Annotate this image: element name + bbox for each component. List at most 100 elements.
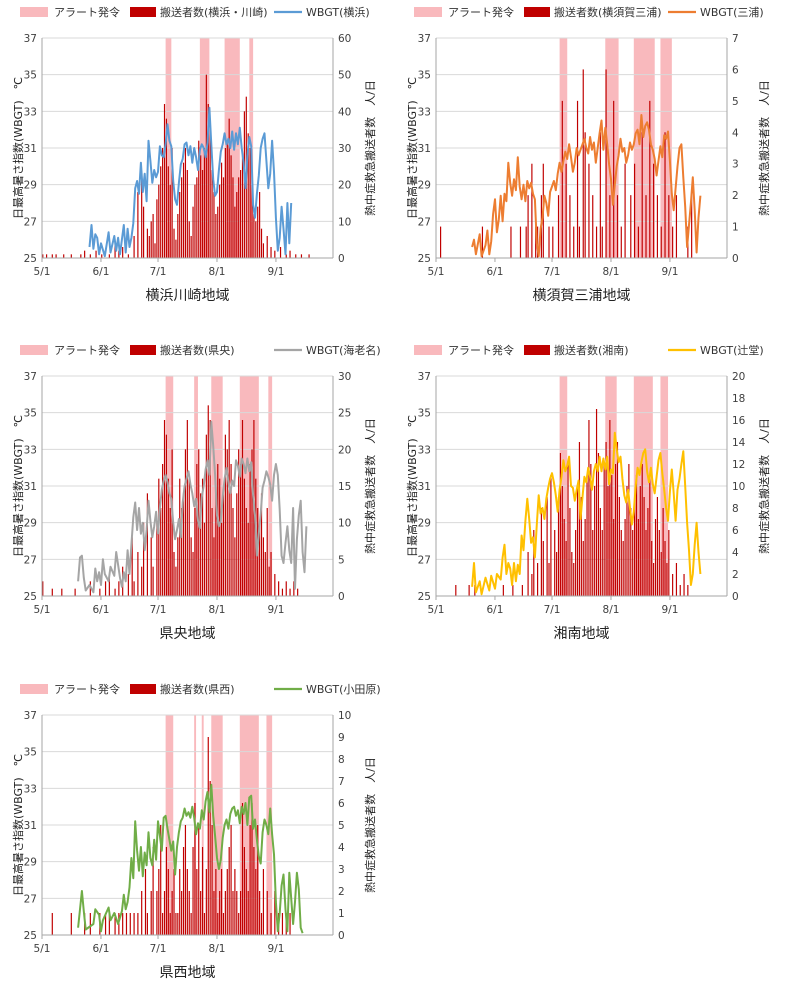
- bar: [192, 552, 193, 596]
- x-tick-label: 6/1: [93, 943, 110, 955]
- y-tick-right: 30: [338, 143, 351, 155]
- bar: [213, 537, 214, 596]
- bar: [200, 891, 201, 935]
- y-tick-right: 40: [338, 106, 351, 118]
- bar: [613, 519, 614, 596]
- y-tick-right: 3: [338, 864, 345, 876]
- bar: [607, 486, 608, 596]
- y-tick-right: 50: [338, 70, 351, 82]
- bar: [586, 475, 587, 596]
- bar: [617, 195, 618, 258]
- bar: [236, 891, 237, 935]
- bar: [122, 913, 123, 935]
- y-tick-right: 2: [732, 569, 739, 581]
- y-tick-right: 20: [732, 371, 745, 383]
- bar: [84, 251, 85, 258]
- y-tick-left: 31: [24, 143, 37, 155]
- bar: [172, 891, 173, 935]
- legend-bars-swatch: [524, 7, 550, 17]
- y-tick-right: 12: [732, 459, 745, 471]
- x-tick-label: 8/1: [209, 266, 226, 278]
- bar: [573, 227, 574, 258]
- y-axis-right-title: 熱中症救急搬送者数 人/日: [363, 757, 377, 893]
- bar: [46, 254, 47, 258]
- bar: [564, 519, 565, 596]
- bar: [208, 405, 209, 596]
- bar: [655, 519, 656, 596]
- bar: [162, 913, 163, 935]
- y-tick-left: 27: [418, 554, 431, 566]
- bar: [645, 195, 646, 258]
- bar: [151, 891, 152, 935]
- bar: [192, 207, 193, 258]
- y-axis-right-title: 熱中症救急搬送者数 人/日: [757, 418, 771, 554]
- x-tick-label: 7/1: [150, 604, 167, 616]
- bar: [229, 847, 230, 935]
- bar: [187, 420, 188, 596]
- bar: [225, 435, 226, 596]
- x-tick-label: 9/1: [661, 266, 678, 278]
- bar: [642, 464, 643, 596]
- y-tick-left: 31: [24, 820, 37, 832]
- bar: [664, 541, 665, 596]
- bar: [160, 166, 161, 258]
- bar: [232, 177, 233, 258]
- bar: [236, 192, 237, 258]
- bar: [575, 530, 576, 596]
- bar: [90, 913, 91, 935]
- bar: [668, 195, 669, 258]
- bar: [170, 185, 171, 258]
- y-tick-right: 10: [338, 518, 351, 530]
- bar: [213, 891, 214, 935]
- bar: [552, 227, 553, 258]
- bar: [52, 913, 53, 935]
- bar: [548, 227, 549, 258]
- bar: [75, 589, 76, 596]
- bar: [577, 101, 578, 258]
- bar: [217, 207, 218, 258]
- bar: [143, 207, 144, 258]
- legend-bars-swatch: [130, 7, 156, 17]
- bar: [99, 589, 100, 596]
- bar: [274, 574, 275, 596]
- bar: [175, 567, 176, 596]
- bar: [265, 552, 266, 596]
- bar: [531, 164, 532, 258]
- bar: [137, 913, 138, 935]
- bar: [128, 254, 129, 258]
- x-tick-label: 5/1: [34, 266, 51, 278]
- x-tick-label: 8/1: [209, 604, 226, 616]
- bar: [160, 508, 161, 596]
- bar: [289, 913, 290, 935]
- bar: [248, 523, 249, 596]
- bar: [164, 420, 165, 596]
- bar: [206, 435, 207, 596]
- y-axis-right-title: 熱中症救急搬送者数 人/日: [363, 80, 377, 216]
- y-tick-right: 6: [732, 64, 739, 76]
- x-tick-label: 6/1: [487, 266, 504, 278]
- bar: [187, 869, 188, 935]
- bar: [611, 475, 612, 596]
- bar: [554, 530, 555, 596]
- bar: [289, 251, 290, 258]
- bar: [156, 199, 157, 258]
- bar: [173, 869, 174, 935]
- y-tick-left: 29: [24, 857, 37, 869]
- y-tick-right: 0: [338, 591, 345, 603]
- bar: [687, 585, 688, 596]
- bar: [128, 574, 129, 596]
- y-tick-left: 31: [24, 481, 37, 493]
- bar: [274, 251, 275, 258]
- bar: [230, 825, 231, 935]
- bar: [173, 229, 174, 258]
- bar: [257, 207, 258, 258]
- legend-alert-swatch: [20, 345, 48, 355]
- bar: [571, 552, 572, 596]
- bar: [196, 464, 197, 596]
- y-tick-right: 5: [338, 554, 345, 566]
- y-tick-right: 8: [732, 503, 739, 515]
- bar: [211, 825, 212, 935]
